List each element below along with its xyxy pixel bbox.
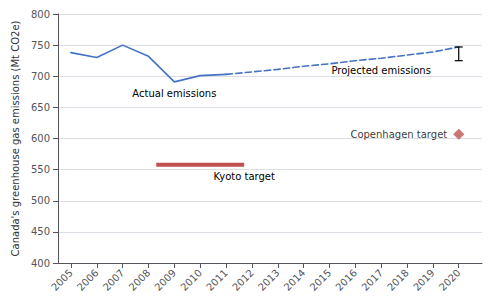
svg-text:Projected emissions: Projected emissions (331, 65, 430, 76)
svg-text:Actual emissions: Actual emissions (132, 88, 216, 99)
svg-text:700: 700 (31, 71, 50, 82)
svg-text:500: 500 (31, 195, 50, 206)
svg-text:2016: 2016 (333, 267, 359, 293)
svg-text:550: 550 (31, 164, 50, 175)
svg-text:2017: 2017 (359, 267, 385, 293)
svg-text:Copenhagen target: Copenhagen target (350, 129, 447, 140)
svg-text:2020: 2020 (437, 267, 463, 293)
svg-text:2009: 2009 (152, 267, 178, 293)
svg-text:650: 650 (31, 102, 50, 113)
svg-text:2008: 2008 (127, 267, 153, 293)
svg-text:450: 450 (31, 226, 50, 237)
svg-text:800: 800 (31, 9, 50, 20)
svg-text:2015: 2015 (308, 267, 334, 293)
svg-text:2010: 2010 (178, 267, 204, 293)
svg-text:750: 750 (31, 40, 50, 51)
svg-text:2018: 2018 (385, 267, 411, 293)
svg-text:Kyoto target: Kyoto target (213, 171, 275, 182)
svg-text:600: 600 (31, 133, 50, 144)
svg-text:2019: 2019 (411, 267, 437, 293)
svg-text:400: 400 (31, 258, 50, 269)
svg-text:2011: 2011 (204, 267, 230, 293)
svg-text:2007: 2007 (101, 267, 127, 293)
svg-text:2006: 2006 (75, 267, 101, 293)
svg-text:2014: 2014 (282, 267, 308, 293)
svg-text:2005: 2005 (49, 267, 75, 293)
svg-text:2013: 2013 (256, 267, 282, 293)
svg-text:Canada's greenhouse gas emissi: Canada's greenhouse gas emissions (Mt CO… (10, 20, 21, 256)
svg-text:2012: 2012 (230, 267, 256, 293)
